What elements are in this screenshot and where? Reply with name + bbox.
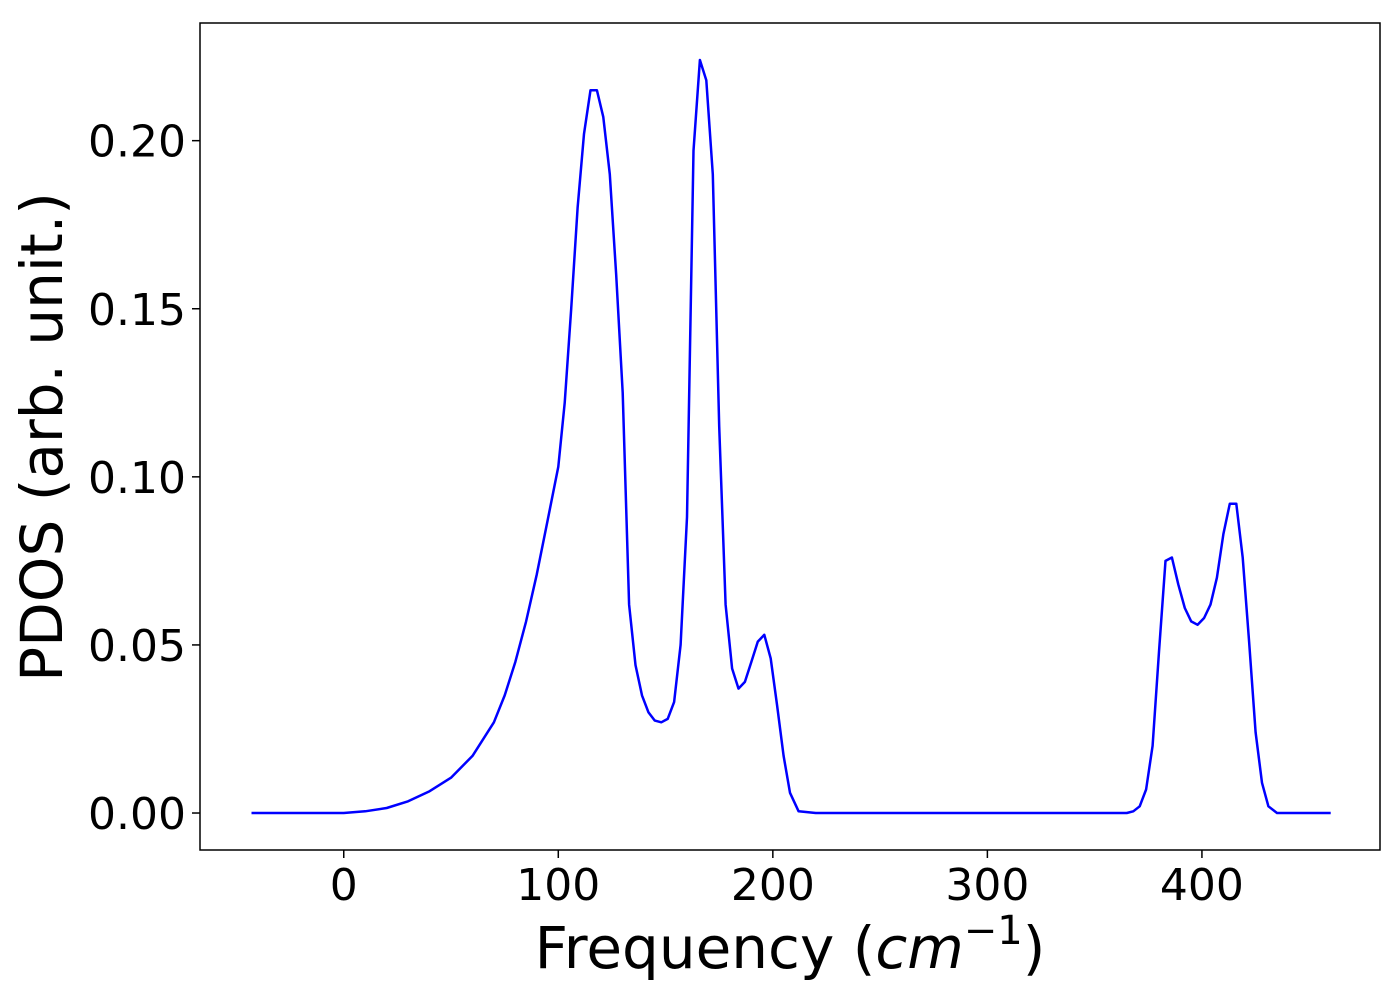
y-tick-label: 0.15 xyxy=(88,285,186,336)
y-tick-label: 0.05 xyxy=(88,621,186,672)
x-axis: 0 100 200 300 400 xyxy=(330,850,1244,911)
x-tick-label: 100 xyxy=(516,860,600,911)
x-tick-label: 0 xyxy=(330,860,358,911)
y-axis-label: PDOS (arb. unit.) xyxy=(8,192,76,682)
x-tick-label: 400 xyxy=(1160,860,1244,911)
y-tick-label: 0.10 xyxy=(88,453,186,504)
plot-area xyxy=(251,58,1331,815)
axes-frame xyxy=(199,22,1381,851)
y-tick-label: 0.00 xyxy=(88,789,186,840)
x-axis-label: Frequency (cm−1) xyxy=(535,908,1046,982)
y-tick-label: 0.20 xyxy=(88,117,186,168)
y-axis: 0.00 0.05 0.10 0.15 0.20 xyxy=(88,117,200,840)
pdos-series-line xyxy=(251,58,1331,815)
x-tick-label: 200 xyxy=(731,860,815,911)
x-tick-label: 300 xyxy=(945,860,1029,911)
